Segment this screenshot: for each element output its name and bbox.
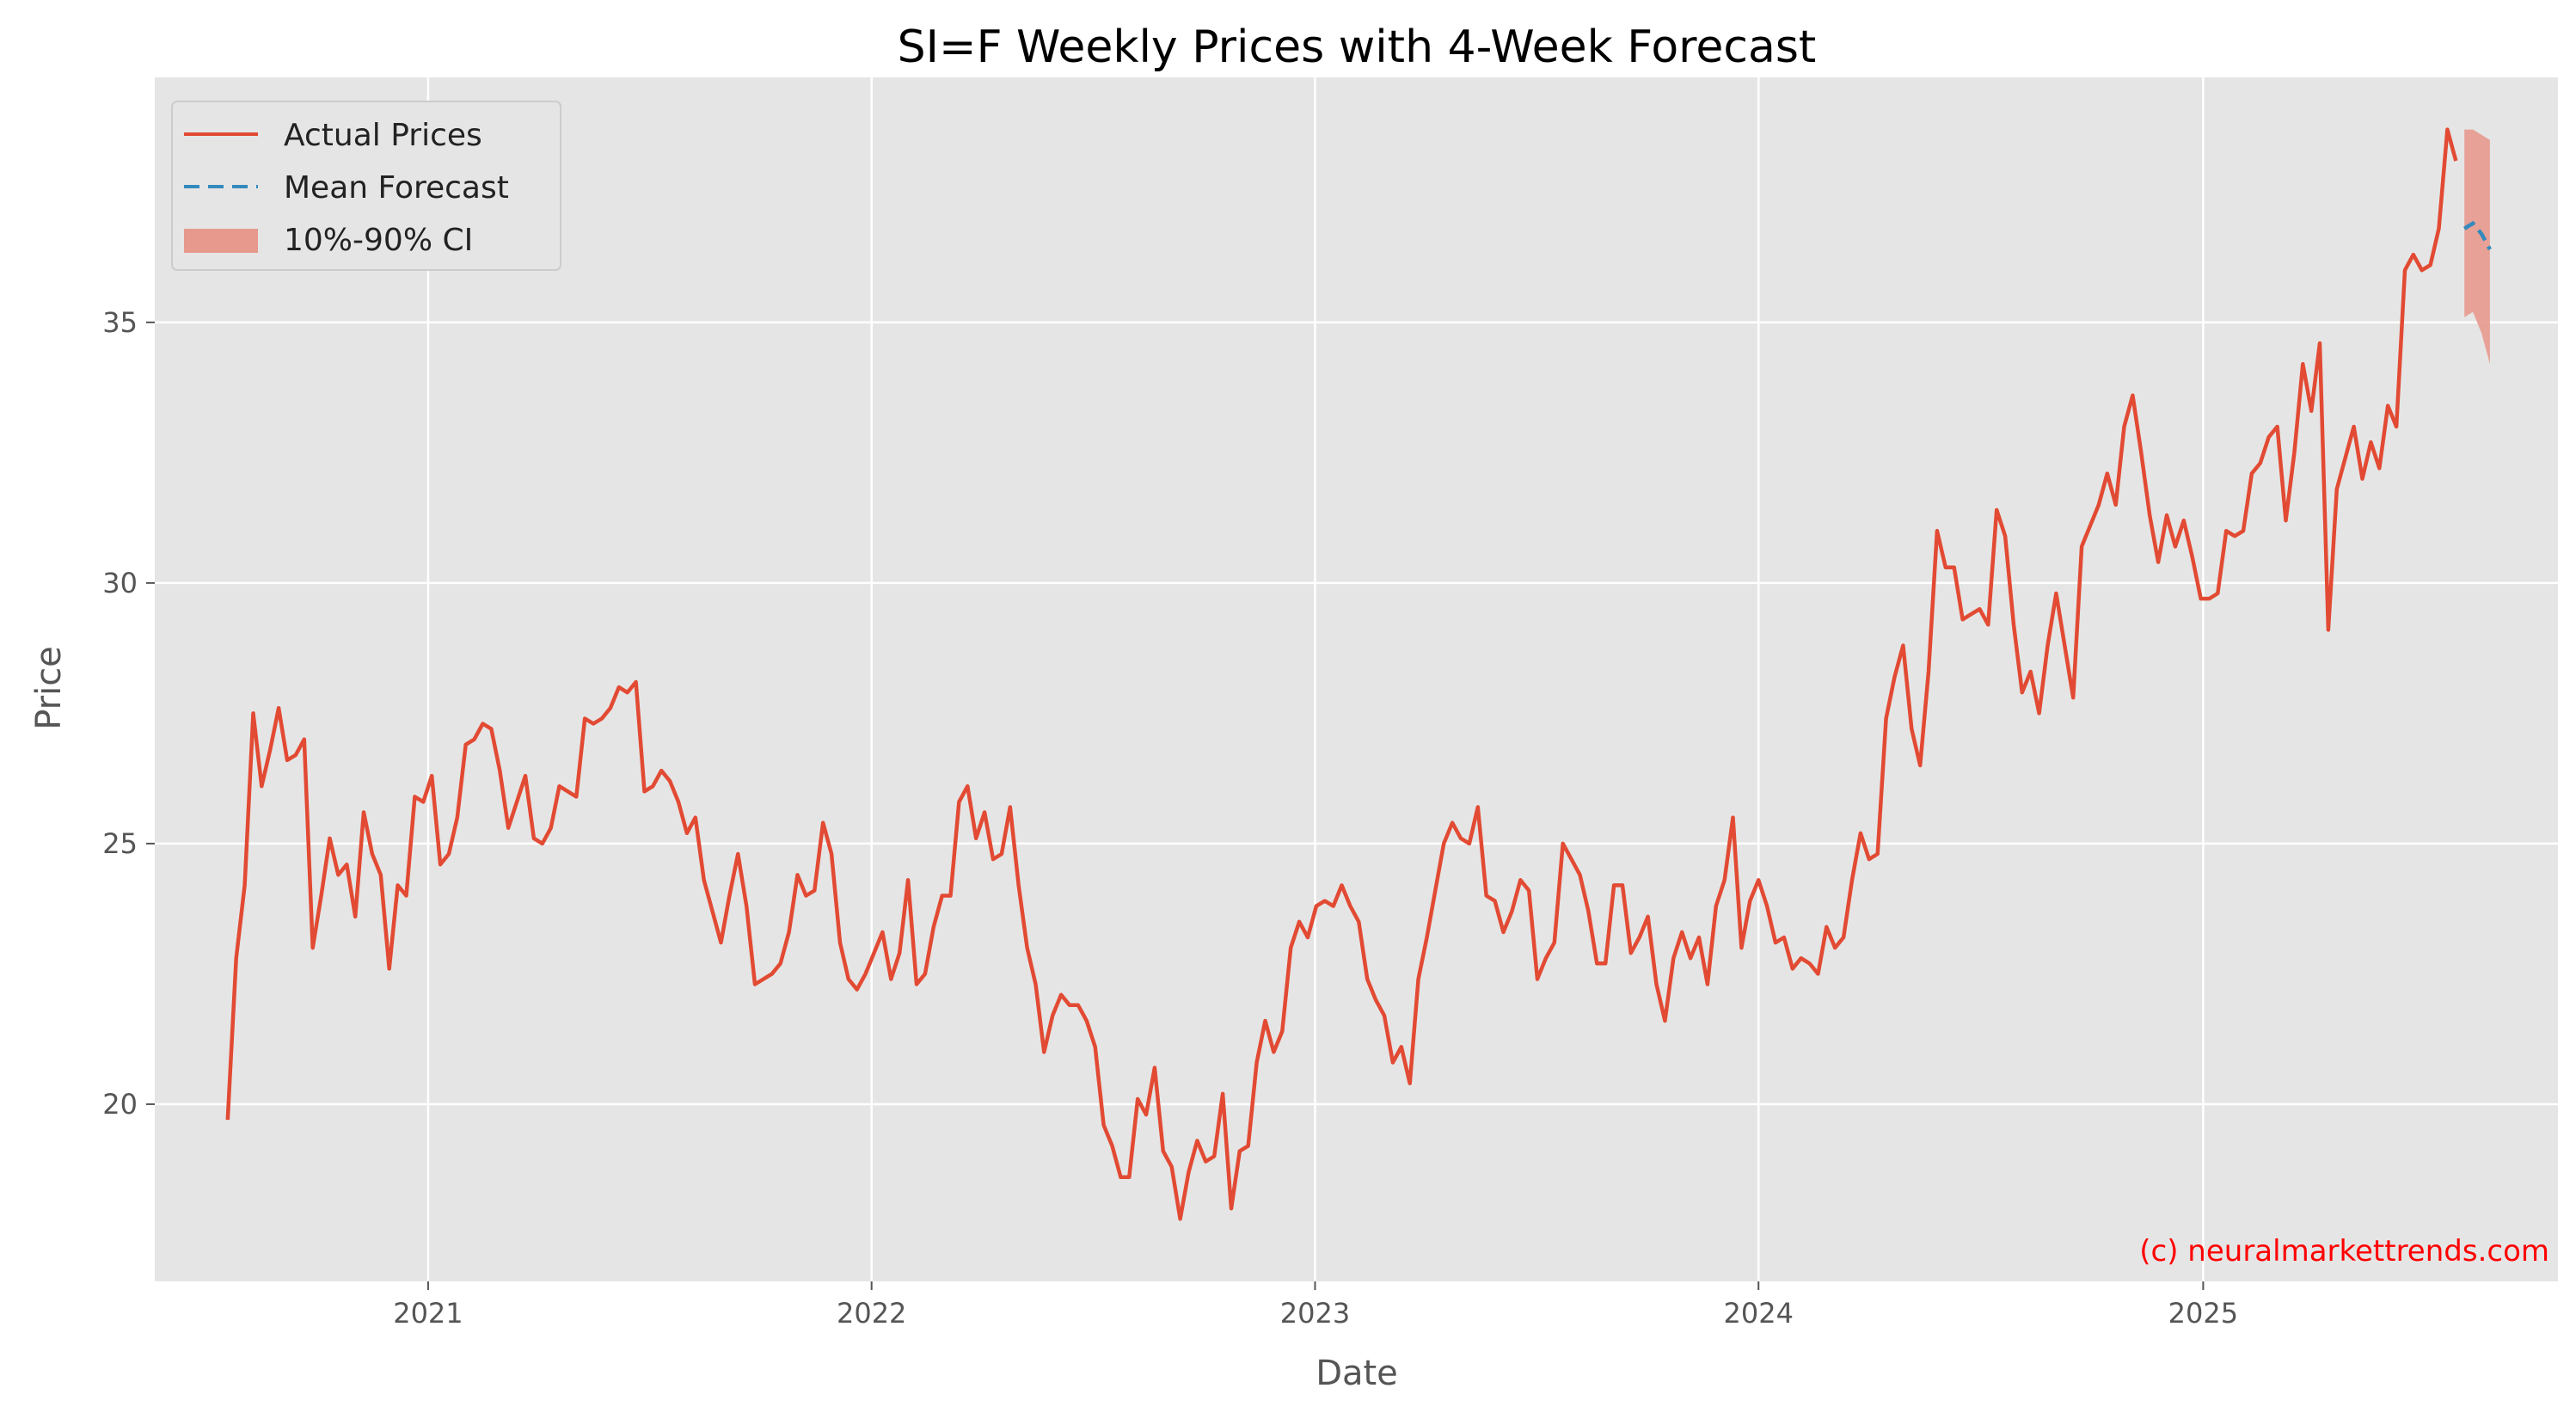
grid-lines	[155, 77, 2558, 1281]
x-tick-label: 2021	[393, 1297, 463, 1330]
actual-prices-line	[225, 127, 2458, 1221]
y-axis-label: Price	[29, 646, 69, 730]
legend-swatch-confidence-interval	[184, 229, 258, 253]
plot-area	[155, 77, 2558, 1281]
legend: Actual Prices Mean Forecast 10%-90% CI	[171, 101, 561, 271]
legend-label-confidence-interval: 10%-90% CI	[284, 223, 473, 258]
watermark-text: (c) neuralmarkettrends.com	[2139, 1234, 2549, 1268]
legend-label-mean-forecast: Mean Forecast	[284, 170, 509, 206]
confidence-band	[2464, 129, 2490, 365]
chart-title: SI=F Weekly Prices with 4-Week Forecast	[898, 22, 1817, 73]
y-tick-label: 25	[102, 827, 138, 860]
x-tick-label: 2023	[1280, 1297, 1350, 1330]
mean-forecast-line	[2463, 220, 2492, 251]
x-tick-label: 2025	[2168, 1297, 2238, 1330]
legend-label-actual-prices: Actual Prices	[284, 118, 482, 153]
y-tick-label: 35	[102, 306, 138, 339]
y-tick-label: 30	[102, 567, 138, 599]
y-tick-label: 20	[102, 1088, 138, 1121]
x-tick-label: 2022	[837, 1297, 906, 1330]
x-tick-label: 2024	[1723, 1297, 1793, 1330]
x-axis-label: Date	[1316, 1354, 1398, 1393]
confidence-band-layer	[2464, 129, 2490, 365]
legend-box	[171, 101, 561, 271]
series-layer	[225, 127, 2492, 1221]
